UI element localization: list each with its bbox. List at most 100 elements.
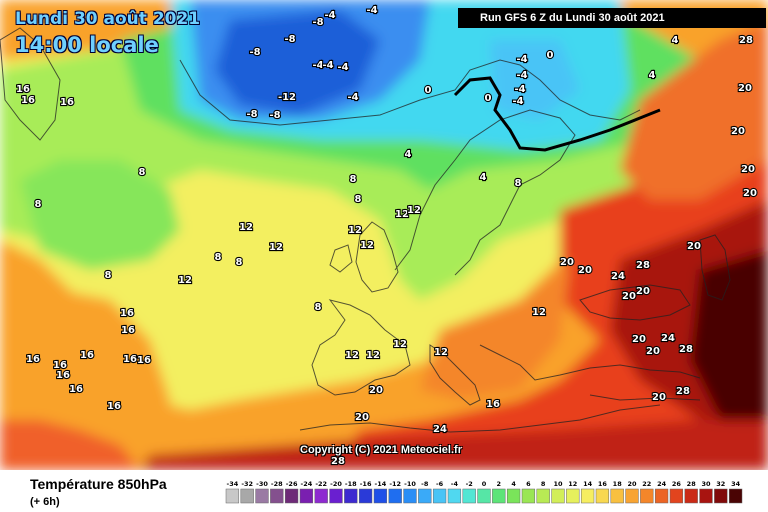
scale-swatch (329, 488, 343, 504)
isotherm-label: 24 (611, 271, 625, 282)
scale-tick-label: -24 (301, 480, 313, 488)
copyright-notice: Copyright (C) 2021 Meteociel.fr (300, 444, 462, 456)
scale-tick-label: 0 (482, 480, 487, 488)
isotherm-label: 20 (355, 412, 369, 423)
isotherm-label: 20 (578, 265, 592, 276)
scale-swatch (462, 488, 476, 504)
isotherm-label: 0 (425, 85, 432, 96)
coastlines (0, 27, 731, 433)
temperature-field (0, 0, 768, 470)
scale-swatch (625, 488, 639, 504)
scale-swatch (344, 488, 358, 504)
isotherm-label: 20 (646, 346, 660, 357)
scale-swatch (432, 488, 447, 504)
scale-swatch (403, 488, 417, 504)
scale-tick-label: -20 (330, 480, 342, 488)
isotherm-label: 8 (105, 270, 112, 281)
scale-tick-label: 24 (657, 480, 667, 488)
isotherm-label: -8 (284, 34, 295, 45)
coast-scandinavia (394, 109, 576, 276)
isotherm-label: -4 (366, 5, 377, 16)
isotherm-label: -8 (312, 17, 323, 28)
scale-swatch (551, 488, 565, 504)
scale-swatch (284, 488, 299, 504)
isotherm-label: 20 (560, 257, 574, 268)
isotherm-label: 12 (434, 347, 448, 358)
scale-swatch (255, 488, 269, 504)
scale-tick-label: -26 (286, 480, 298, 488)
isotherm-label: 28 (636, 260, 650, 271)
scale-tick-label: 10 (553, 480, 563, 488)
scale-swatch (669, 488, 684, 504)
isotherm-label: -4 (312, 60, 323, 71)
isotherm-label: 16 (69, 384, 83, 395)
scale-swatch (225, 488, 240, 504)
model-run-banner: Run GFS 6 Z du Lundi 30 août 2021 (458, 8, 766, 28)
scale-swatch (728, 488, 743, 504)
scale-swatch (536, 488, 550, 504)
scale-swatch (492, 488, 506, 504)
isotherm-label: 12 (395, 209, 409, 220)
isotherm-label: 4 (480, 172, 487, 183)
isotherm-label: 28 (739, 35, 753, 46)
ice-edge (453, 76, 661, 152)
forecast-local-time: 14:00 locale (15, 33, 159, 57)
isotherm-label: -4 (337, 62, 348, 73)
isotherm-label: 28 (679, 344, 693, 355)
isotherm-label: 8 (355, 194, 362, 205)
isotherm-label: 20 (738, 83, 752, 94)
isotherm-label: 24 (433, 424, 447, 435)
scale-tick-label: 14 (583, 480, 593, 488)
isotherm-label: 8 (35, 199, 42, 210)
isotherm-label: -4 (324, 10, 335, 21)
scale-swatch (299, 488, 314, 504)
isotherm-label: 20 (731, 126, 745, 137)
coast-black-sea (579, 284, 691, 321)
scale-tick-label: -12 (389, 480, 401, 488)
isotherm-label: 20 (369, 385, 383, 396)
scale-tick-label: 28 (687, 480, 697, 488)
scale-swatch (714, 488, 728, 504)
temperature-map: -8-8-4-8-4-4-8-12-8-4-40-40-4-4-4-404444… (0, 0, 768, 470)
isotherm-label: 20 (622, 291, 636, 302)
field-black-east (690, 250, 768, 420)
scale-swatch (610, 488, 624, 504)
isotherm-label: 16 (26, 354, 40, 365)
color-scale: -34 -32 -30 -28 -26 -24 -22 -20 -18 -16 -14 -12 -10-… (225, 480, 743, 504)
field-orange-balkan (420, 260, 570, 400)
scale-swatch (314, 488, 328, 504)
scale-tick-label: 12 (568, 480, 577, 488)
coast-north-africa (299, 404, 661, 433)
scale-tick-label: 20 (627, 480, 637, 488)
scale-tick-label: -28 (271, 480, 283, 488)
isotherm-label: 16 (16, 84, 30, 95)
scale-tick-label: -4 (451, 480, 459, 488)
scale-tick-label: 6 (526, 480, 531, 488)
isotherm-label: 12 (366, 350, 380, 361)
scale-swatch (240, 488, 254, 504)
scale-tick-label: 30 (701, 480, 711, 488)
isotherm-label: 16 (53, 360, 67, 371)
scale-tick-label: 32 (716, 480, 725, 488)
isotherm-label: -4 (516, 70, 527, 81)
scale-tick-label: -32 (241, 480, 253, 488)
isotherm-label: -4 (512, 96, 523, 107)
isotherm-label: 16 (123, 354, 137, 365)
scale-swatch (595, 488, 610, 504)
isotherm-label: 20 (743, 188, 757, 199)
isotherm-label: -12 (278, 92, 296, 103)
scale-swatch (640, 488, 654, 504)
scale-swatch (388, 488, 402, 504)
isotherm-label: -8 (249, 47, 260, 58)
coast-british-isles (329, 221, 399, 293)
isotherm-label: -8 (269, 110, 280, 121)
scale-swatch (477, 488, 491, 504)
isotherm-label: 16 (21, 95, 35, 106)
isotherm-label: 16 (137, 355, 151, 366)
scale-swatch (521, 488, 536, 504)
field-red-southwest (0, 420, 140, 470)
isotherm-label: 0 (547, 50, 554, 61)
field-green-atlantic (20, 160, 180, 270)
isotherm-label: 12 (178, 275, 192, 286)
